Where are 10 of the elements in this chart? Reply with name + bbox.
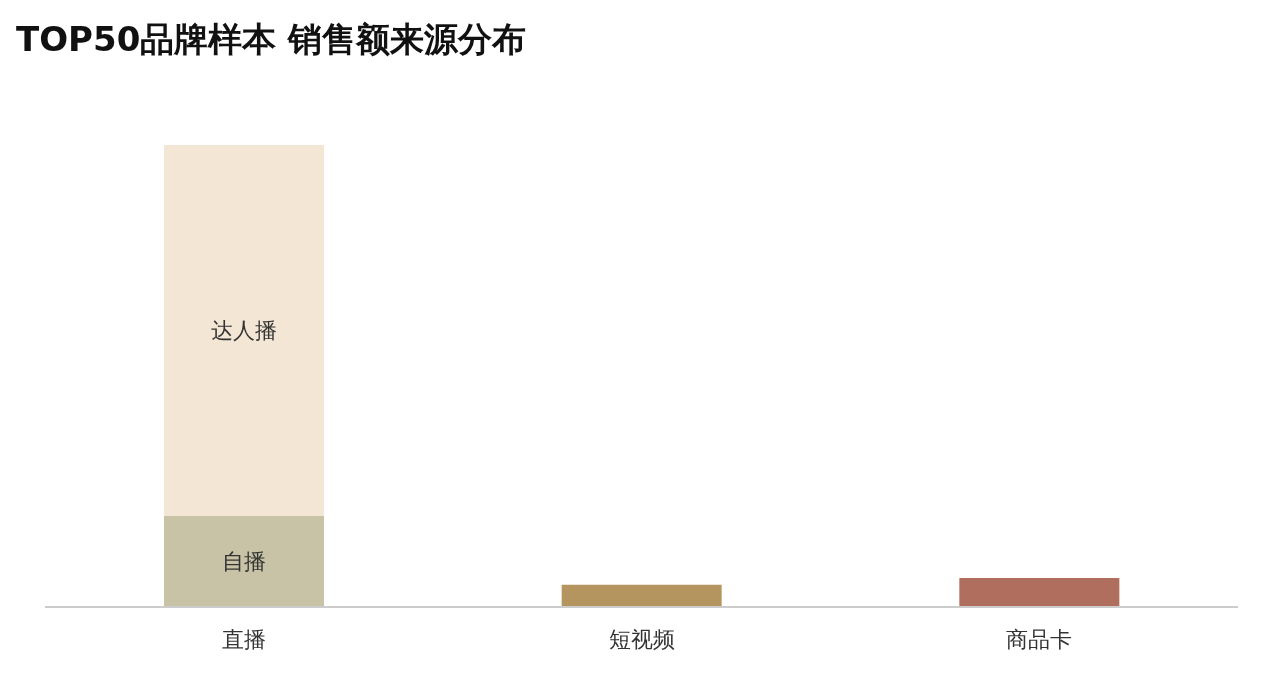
x-tick-label: 短视频 <box>608 626 675 652</box>
x-tick-label: 商品卡 <box>1006 626 1073 652</box>
bar <box>164 145 324 516</box>
bar <box>164 515 324 607</box>
chart-title: TOP50品牌样本 销售额来源分布 <box>15 18 528 61</box>
bar <box>959 577 1120 607</box>
bar <box>561 584 722 607</box>
series-label: 自播 <box>222 548 266 574</box>
x-tick-label: 直播 <box>221 626 266 652</box>
series-label: 达人播 <box>211 317 277 343</box>
